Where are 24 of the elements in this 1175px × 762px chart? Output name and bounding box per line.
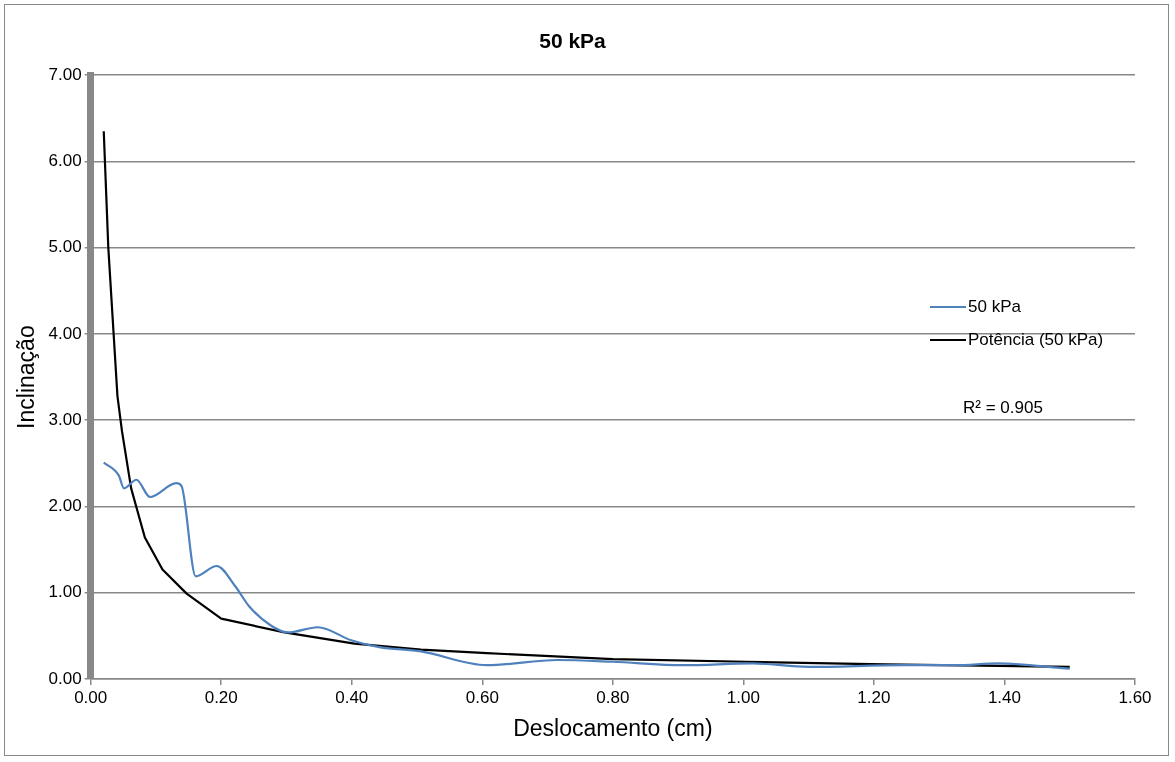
x-tick-label: 0.40 [335, 687, 369, 707]
y-tick-label: 1.00 [48, 582, 82, 602]
x-tick-label: 0.20 [204, 687, 238, 707]
line-series [102, 461, 1071, 670]
legend-label: Potência (50 kPa) [968, 329, 1104, 350]
x-tick-label: 0.60 [465, 687, 499, 707]
y-tick-label: 6.00 [48, 151, 82, 171]
x-tick-label: 0.80 [596, 687, 630, 707]
annotation: R² = 0.905 [963, 398, 1043, 418]
x-axis-title: Deslocamento (cm) [513, 714, 713, 741]
x-tick-label: 1.00 [726, 687, 760, 707]
x-tick-label: 1.60 [1118, 687, 1152, 707]
y-tick-label: 0.00 [48, 668, 82, 688]
y-tick-label: 2.00 [48, 496, 82, 516]
x-tick-label: 1.20 [857, 687, 891, 707]
y-tick-label: 7.00 [48, 64, 82, 84]
chart-title: 50 kPa [539, 29, 607, 53]
y-tick-label: 3.00 [48, 409, 82, 429]
y-tick-label: 4.00 [48, 323, 82, 343]
x-tick-label: 1.40 [987, 687, 1022, 707]
y-axis-title: Inclinação [13, 325, 40, 429]
y-tick-label: 5.00 [48, 237, 82, 257]
legend-label: 50 kPa [968, 296, 1021, 317]
x-tick-label: 0.00 [74, 687, 108, 707]
